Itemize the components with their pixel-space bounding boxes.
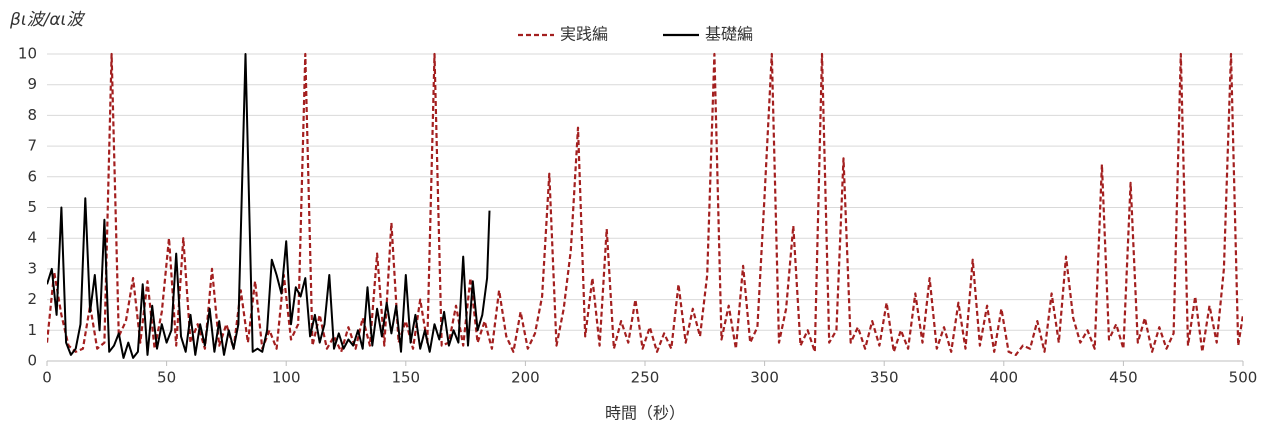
legend-label: 実践編 [560,25,608,44]
x-tick-label: 300 [750,369,779,387]
y-tick-label: 7 [27,137,37,155]
x-tick-label: 500 [1229,369,1258,387]
y-tick-label: 8 [27,106,37,124]
x-tick-label: 200 [511,369,540,387]
y-tick-label: 4 [27,229,37,247]
x-tick-label: 0 [42,369,52,387]
y-tick-label: 5 [27,198,37,216]
x-tick-label: 350 [870,369,899,387]
y-tick-label: 2 [27,290,37,308]
x-tick-label: 450 [1109,369,1138,387]
y-tick-label: 10 [18,45,37,63]
y-tick-label: 0 [27,352,37,370]
y-axis-label: βι波/αι波 [9,10,86,30]
x-tick-label: 250 [631,369,660,387]
y-tick-label: 1 [27,321,37,339]
legend-label: 基礎編 [705,25,753,44]
x-axis-label: 時間（秒） [605,404,685,423]
y-tick-label: 9 [27,75,37,93]
series-line [47,52,1243,356]
y-tick-label: 6 [27,167,37,185]
series-line [47,53,491,359]
x-tick-label: 50 [157,369,176,387]
x-tick-label: 150 [391,369,420,387]
y-tick-label: 3 [27,259,37,277]
x-tick-label: 400 [989,369,1018,387]
x-tick-label: 100 [272,369,301,387]
